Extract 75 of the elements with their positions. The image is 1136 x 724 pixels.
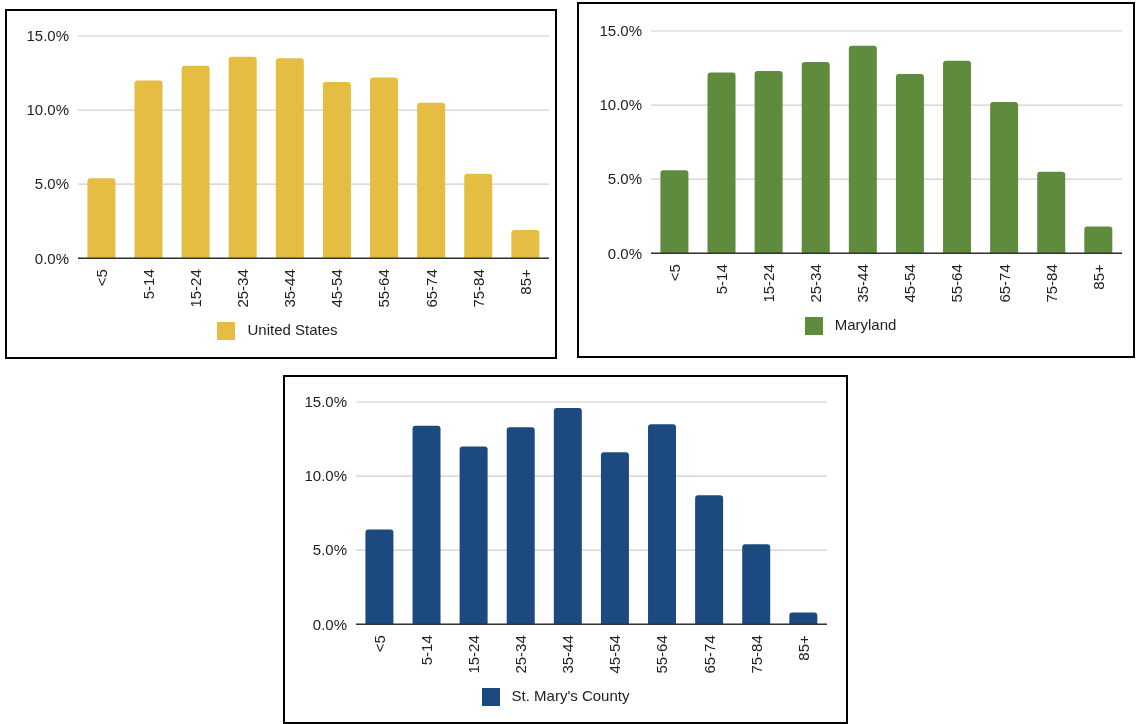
bar: [511, 230, 540, 259]
x-tick-label: 55-64: [375, 269, 393, 308]
bar: [990, 102, 1019, 254]
x-tick-label: 5-14: [417, 635, 435, 666]
x-tick-label: 15-24: [760, 264, 777, 303]
bar: [459, 446, 488, 625]
x-tick-label: 35-44: [559, 635, 577, 674]
legend-label: St. Mary's County: [511, 687, 630, 705]
x-tick-label: 75-84: [1042, 264, 1060, 303]
x-tick-label: 85+: [1089, 264, 1107, 290]
legend-label: United States: [247, 321, 338, 339]
x-tick-label: 65-74: [700, 635, 718, 674]
bar: [365, 529, 394, 625]
x-tick-label: 5-14: [139, 269, 157, 300]
bar: [801, 62, 830, 254]
bar: [695, 495, 724, 625]
y-tick-label: 10.0%: [599, 96, 642, 114]
x-tick-label: 85+: [516, 269, 534, 295]
y-tick-label: 5.0%: [312, 541, 347, 559]
x-tick-label: 45-54: [606, 635, 624, 674]
bar: [87, 178, 116, 259]
legend-label: Maryland: [834, 316, 897, 334]
x-tick-label: 35-44: [281, 269, 299, 308]
bar: [322, 81, 351, 259]
bar: [648, 424, 677, 625]
bar: [275, 58, 304, 259]
bar: [660, 170, 689, 254]
x-tick-label: 15-24: [187, 269, 204, 308]
x-tick-label: 65-74: [422, 269, 440, 308]
y-tick-label: 15.0%: [599, 22, 642, 40]
y-tick-label: 15.0%: [304, 393, 347, 411]
y-tick-label: 10.0%: [26, 101, 69, 119]
bar: [181, 65, 210, 259]
bar: [1084, 226, 1113, 254]
x-tick-label: 65-74: [995, 264, 1013, 303]
x-tick-label: 55-64: [948, 264, 966, 303]
y-tick-label: 0.0%: [607, 244, 642, 262]
bar: [412, 425, 441, 625]
bar: [370, 77, 399, 259]
y-tick-label: 0.0%: [34, 249, 69, 267]
bar: [553, 407, 582, 625]
y-tick-label: 0.0%: [312, 615, 347, 633]
x-tick-label: 75-84: [747, 635, 765, 674]
x-tick-label: 85+: [794, 635, 812, 661]
x-tick-label: 75-84: [469, 269, 487, 308]
bar: [417, 102, 446, 259]
y-tick-label: 5.0%: [607, 170, 642, 188]
x-tick-label: 15-24: [465, 635, 482, 674]
x-tick-label: 25-34: [807, 264, 825, 303]
x-tick-label: <5: [92, 269, 110, 287]
bar: [789, 612, 818, 625]
x-tick-label: 55-64: [653, 635, 671, 674]
bar: [754, 71, 783, 254]
bar: [895, 73, 924, 254]
x-tick-label: 35-44: [854, 264, 872, 303]
bar: [848, 45, 877, 254]
y-tick-label: 15.0%: [26, 27, 69, 45]
x-tick-label: 5-14: [712, 264, 730, 295]
bar: [943, 60, 972, 254]
x-tick-label: 45-54: [328, 269, 346, 308]
bar: [707, 72, 736, 254]
y-tick-label: 10.0%: [304, 467, 347, 485]
bar: [1037, 171, 1066, 254]
y-tick-label: 5.0%: [34, 175, 69, 193]
bar: [134, 80, 163, 259]
bar: [464, 173, 493, 259]
bar: [742, 544, 771, 625]
x-tick-label: 25-34: [512, 635, 530, 674]
bar: [228, 56, 257, 259]
x-tick-label: <5: [370, 635, 388, 653]
bar: [600, 452, 629, 625]
x-tick-label: 25-34: [234, 269, 252, 308]
bar: [506, 427, 535, 625]
x-tick-label: 45-54: [901, 264, 919, 303]
x-tick-label: <5: [665, 264, 683, 282]
